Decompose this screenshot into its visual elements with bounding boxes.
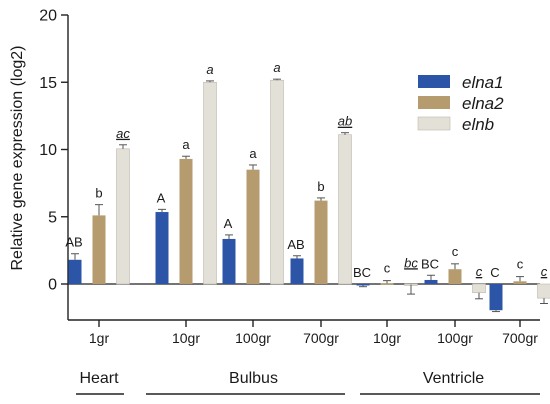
significance-label: b [95,186,102,201]
bar-elna1 [68,259,82,284]
bar-elna2 [314,200,328,284]
significance-label: AB [287,237,304,252]
y-tick-label: 15 [39,75,57,92]
significance-label: AB [65,235,82,250]
chart-axes: 0 5 10 15 20 1gr 10gr 100gr 700gr 10gr 100gr 700gr [39,8,540,346]
significance-label: b [317,179,324,194]
group-label: Ventricle [423,370,484,387]
legend-swatch-elna1 [418,75,450,88]
y-tick-label: 20 [39,8,57,25]
y-tick-label: 5 [48,209,57,226]
bar-elnb [472,283,486,294]
significance-label: c [384,261,391,276]
legend-swatch-elna2 [418,96,450,109]
significance-label: c [541,264,548,279]
bar-elna1 [155,212,169,284]
bar-elna2 [246,169,260,284]
legend: elna1 elna2 elnb [417,73,504,134]
significance-label: c [517,257,524,272]
significance-label: A [157,190,166,205]
bar-elna2 [380,283,394,285]
significance-label: BC [421,256,439,271]
legend-swatch-elnb [417,116,451,131]
bar-elna1 [222,238,236,284]
significance-label: a [182,137,190,152]
y-tick-label: 10 [39,142,57,159]
bar-elna1 [424,279,438,284]
bar-elna2 [513,281,527,284]
x-tick-label: 700gr [303,330,339,346]
significance-label: A [224,216,233,231]
legend-label-elna1: elna1 [462,73,504,92]
bar-elna1 [290,258,304,284]
significance-label: ac [116,126,130,141]
bar-elnb [537,283,550,299]
y-tick-label: 0 [48,277,57,294]
bar-elna1 [356,284,370,286]
bar-elna2 [448,269,462,284]
significance-label: c [452,244,459,259]
group-label: Bulbus [229,370,278,387]
y-axis-label: Relative gene expression (log2) [9,45,26,270]
x-tick-label: 10gr [172,330,200,346]
legend-label-elnb: elnb [462,115,494,134]
x-tick-label: 100gr [437,330,473,346]
x-tick-label: 1gr [89,330,110,346]
significance-label: a [249,146,257,161]
group-label: Heart [79,370,119,387]
significance-label: bc [404,255,418,270]
bar-elnb [116,148,130,285]
bar-elnb [270,79,284,285]
significance-label: C [490,265,499,280]
bar-elna2 [92,215,106,284]
significance-label: a [273,60,280,75]
significance-label: c [476,264,483,279]
bar-elnb [338,134,352,285]
group-labels: Heart Bulbus Ventricle [76,370,540,395]
x-tick-label: 700gr [502,330,538,346]
bar-elnb [203,81,217,285]
significance-label: ab [338,114,352,129]
significance-label: a [206,62,213,77]
significance-label: BC [353,265,371,280]
x-tick-label: 10gr [373,330,401,346]
legend-label-elna2: elna2 [462,94,504,113]
bar-elna2 [179,158,193,284]
bar-elna1 [489,284,503,311]
x-tick-label: 100gr [235,330,271,346]
